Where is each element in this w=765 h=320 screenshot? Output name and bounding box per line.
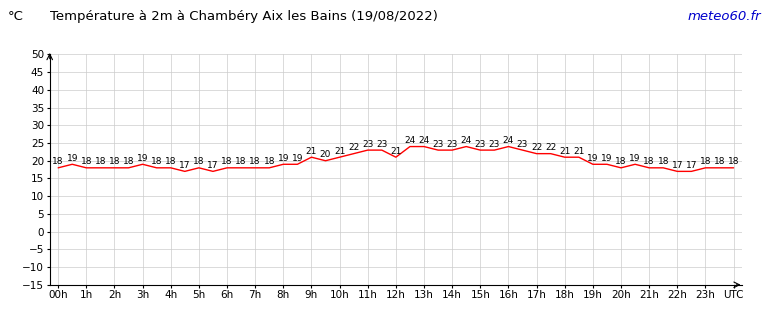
Text: 17: 17 [672, 161, 683, 170]
Text: 23: 23 [362, 140, 373, 149]
Text: 18: 18 [249, 157, 261, 166]
Text: 19: 19 [588, 154, 599, 163]
Text: 24: 24 [503, 136, 514, 145]
Text: 18: 18 [95, 157, 106, 166]
Text: 18: 18 [728, 157, 739, 166]
Text: 22: 22 [348, 143, 360, 152]
Text: 21: 21 [390, 147, 402, 156]
Text: 23: 23 [489, 140, 500, 149]
Text: 21: 21 [334, 147, 345, 156]
Text: 18: 18 [109, 157, 120, 166]
Text: 22: 22 [545, 143, 556, 152]
Text: 18: 18 [714, 157, 725, 166]
Text: 23: 23 [447, 140, 458, 149]
Text: 23: 23 [376, 140, 388, 149]
Text: 23: 23 [474, 140, 486, 149]
Text: 23: 23 [432, 140, 444, 149]
Text: 19: 19 [67, 154, 78, 163]
Text: 21: 21 [306, 147, 317, 156]
Text: 18: 18 [193, 157, 204, 166]
Text: 18: 18 [657, 157, 669, 166]
Text: 24: 24 [418, 136, 430, 145]
Text: 18: 18 [236, 157, 247, 166]
Text: meteo60.fr: meteo60.fr [688, 10, 761, 23]
Text: 24: 24 [461, 136, 472, 145]
Text: 19: 19 [601, 154, 613, 163]
Text: 24: 24 [405, 136, 415, 145]
Text: 17: 17 [207, 161, 219, 170]
Text: 19: 19 [137, 154, 148, 163]
Text: 17: 17 [179, 161, 190, 170]
Text: 18: 18 [263, 157, 275, 166]
Text: 19: 19 [278, 154, 289, 163]
Text: °C: °C [8, 10, 24, 23]
Text: 18: 18 [221, 157, 233, 166]
Text: 22: 22 [531, 143, 542, 152]
Text: 21: 21 [559, 147, 571, 156]
Text: 17: 17 [685, 161, 697, 170]
Text: 18: 18 [643, 157, 655, 166]
Text: 19: 19 [630, 154, 641, 163]
Text: 18: 18 [615, 157, 627, 166]
Text: 18: 18 [80, 157, 92, 166]
Text: 18: 18 [151, 157, 162, 166]
Text: 18: 18 [122, 157, 135, 166]
Text: Température à 2m à Chambéry Aix les Bains (19/08/2022): Température à 2m à Chambéry Aix les Bain… [50, 10, 438, 23]
Text: 18: 18 [53, 157, 64, 166]
Text: 19: 19 [291, 154, 303, 163]
Text: 18: 18 [165, 157, 177, 166]
Text: 23: 23 [517, 140, 528, 149]
Text: 18: 18 [700, 157, 711, 166]
Text: 21: 21 [573, 147, 584, 156]
Text: 20: 20 [320, 150, 331, 159]
